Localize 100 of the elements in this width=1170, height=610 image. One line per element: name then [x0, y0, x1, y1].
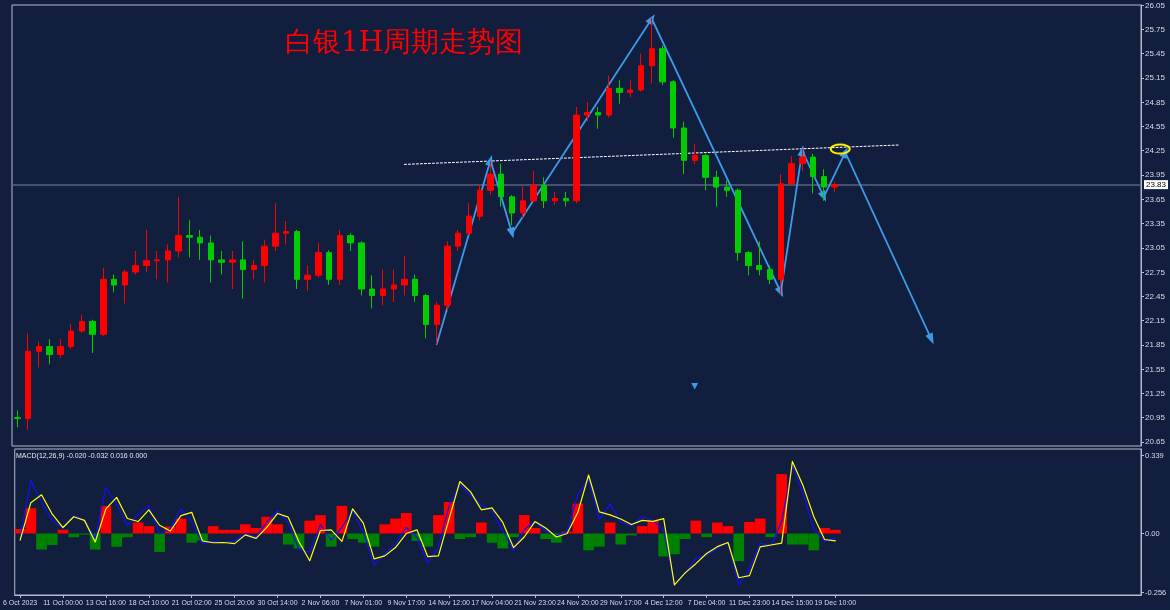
y-tick-label: 25.75 — [1145, 24, 1166, 34]
bar — [475, 522, 487, 534]
candlestick — [358, 240, 365, 296]
y-tick-label: 21.85 — [1145, 340, 1166, 350]
candlestick — [509, 194, 515, 226]
candlestick — [272, 202, 279, 252]
candlestick — [498, 163, 504, 207]
candlestick — [294, 229, 300, 290]
candlestick — [36, 341, 42, 369]
y-tick-label: 20.95 — [1145, 413, 1166, 423]
candlestick — [692, 143, 698, 165]
candlestick — [251, 259, 257, 280]
candlestick — [165, 244, 171, 284]
bar — [733, 533, 745, 562]
candlestick — [466, 202, 472, 236]
ref-line-label: 23.83 — [1146, 180, 1167, 190]
y-tick-label: 21.25 — [1145, 388, 1166, 398]
candlestick — [670, 79, 676, 139]
candlestick — [444, 240, 451, 313]
y-tick-label: 25.15 — [1145, 73, 1166, 83]
candlestick — [218, 250, 225, 275]
candlestick — [132, 250, 139, 275]
candlestick — [799, 148, 806, 172]
candlestick — [530, 170, 537, 203]
candlestick — [347, 232, 354, 252]
candlestick — [541, 176, 547, 209]
y-tick-label: 23.65 — [1145, 194, 1166, 204]
candlestick — [616, 79, 623, 105]
candlestick — [563, 191, 569, 207]
candlestick — [100, 267, 107, 337]
candlestick — [788, 155, 795, 186]
y-tick-label: 21.55 — [1145, 364, 1166, 374]
y-tick-label: 23.35 — [1145, 218, 1166, 228]
candlestick — [154, 250, 160, 280]
candlestick — [261, 239, 268, 284]
candlestick — [756, 240, 762, 276]
candlestick — [391, 269, 397, 303]
candlestick — [111, 273, 117, 293]
text: 白银1H周期走势图 — [285, 24, 524, 58]
candlestick — [681, 121, 687, 175]
candlestick — [175, 196, 182, 258]
candlestick — [735, 188, 741, 262]
candlestick — [197, 229, 203, 261]
candlestick — [229, 250, 236, 290]
candlestick — [767, 265, 773, 285]
candlestick — [240, 240, 246, 300]
y-tick-label: 24.55 — [1145, 121, 1166, 131]
candlestick — [434, 301, 440, 345]
candlestick — [68, 323, 74, 350]
candlestick — [595, 106, 601, 130]
candlestick — [477, 183, 483, 221]
candlestick — [89, 319, 96, 354]
y-tick-label: 20.65 — [1145, 437, 1166, 447]
y-tick-label: 23.95 — [1145, 170, 1166, 180]
candlestick — [810, 153, 816, 195]
candlestick — [520, 185, 526, 219]
candlestick — [831, 181, 838, 193]
candlestick — [14, 409, 21, 428]
candlestick — [122, 269, 128, 305]
candlestick — [326, 249, 332, 286]
candlestick — [46, 338, 53, 365]
y-tick-label: 23.05 — [1145, 243, 1166, 253]
candlestick — [25, 333, 31, 431]
candlestick — [380, 269, 386, 306]
candlestick — [283, 220, 289, 246]
candlestick — [778, 173, 784, 295]
candlestick — [745, 250, 752, 276]
candlestick — [584, 101, 590, 123]
bar — [57, 529, 69, 534]
candlestick — [659, 44, 666, 86]
candlestick — [401, 255, 408, 296]
bar — [604, 522, 616, 534]
candlestick — [143, 229, 150, 273]
y-tick-label: 22.75 — [1145, 267, 1166, 277]
y-tick-label: 25.45 — [1145, 49, 1166, 59]
candlestick — [573, 106, 580, 204]
candlestick — [552, 191, 558, 206]
bar — [154, 533, 165, 552]
bar — [690, 520, 702, 534]
y-tick-label: 26.05 — [1145, 0, 1166, 10]
candlestick — [186, 219, 193, 258]
y-tick-label: 22.45 — [1145, 291, 1166, 301]
candlestick — [702, 153, 709, 191]
candlestick — [724, 180, 730, 198]
y-tick-label: 24.25 — [1145, 146, 1166, 156]
candlestick — [337, 229, 343, 286]
y-tick-label: 22.15 — [1145, 316, 1166, 326]
candlestick — [638, 53, 644, 93]
candlestick — [713, 170, 719, 207]
candlestick — [315, 242, 322, 279]
candlestick — [627, 79, 633, 98]
candlestick — [412, 273, 418, 303]
candlestick — [606, 74, 612, 118]
candlestick — [79, 314, 85, 334]
candlestick — [423, 293, 429, 339]
candlestick — [455, 229, 461, 252]
candlestick — [208, 235, 214, 284]
y-tick-label: 24.85 — [1145, 97, 1166, 107]
candlestick — [369, 274, 375, 309]
candlestick — [57, 338, 64, 359]
